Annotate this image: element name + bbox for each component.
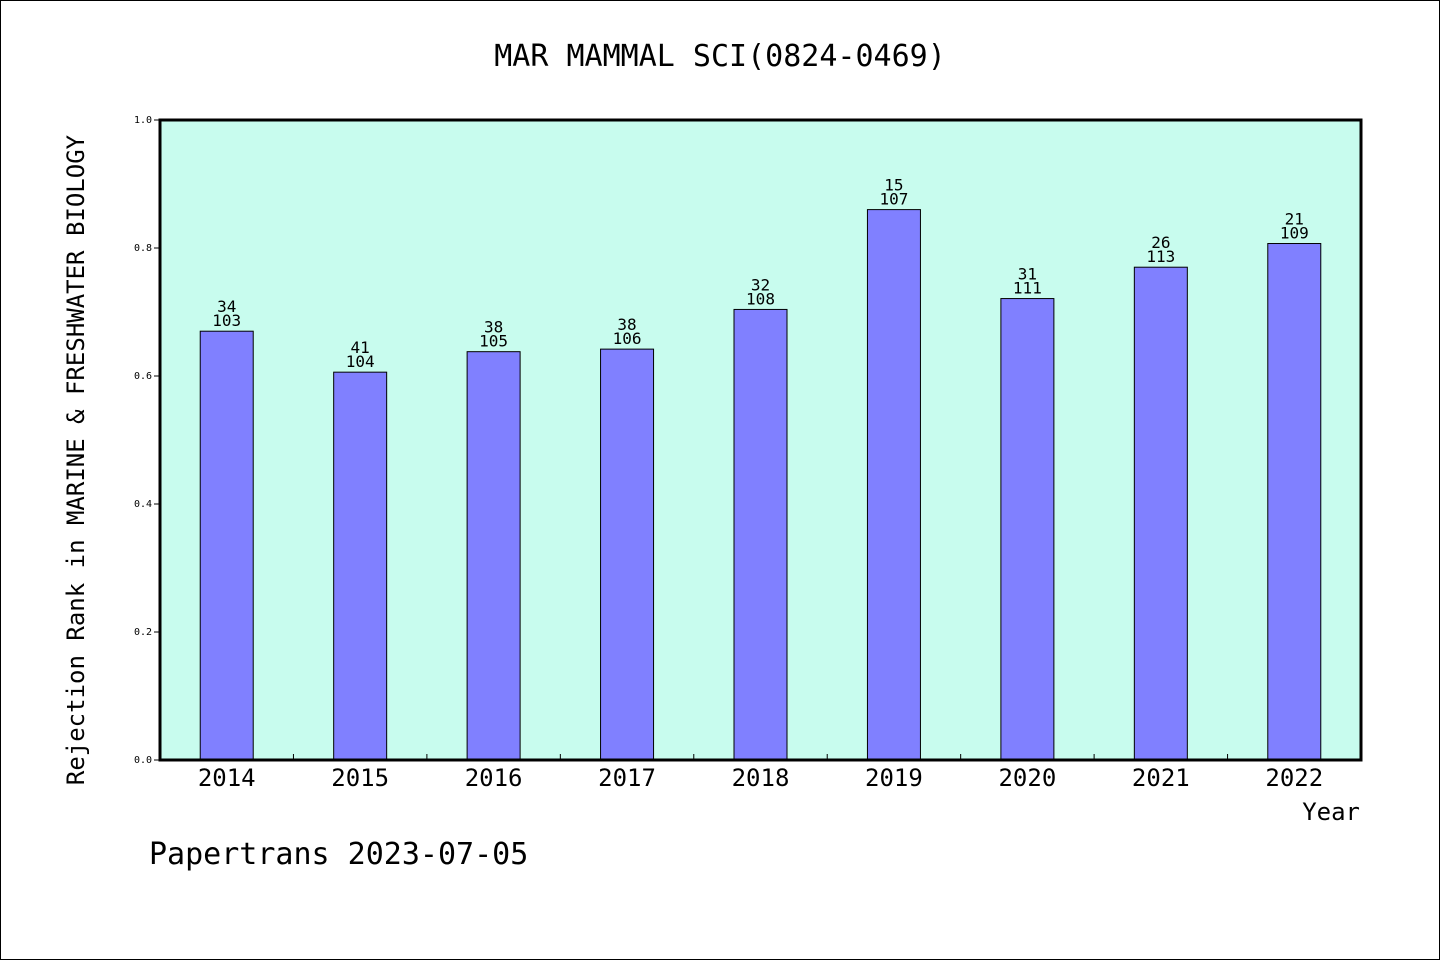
bar — [866, 209, 921, 761]
bar-rank-label: 32 — [751, 275, 770, 294]
y-tick-label: 0.0 — [134, 755, 152, 766]
x-tick-label: 2019 — [865, 764, 923, 792]
bar-rank-label: 15 — [884, 176, 903, 195]
bar-rank-label: 41 — [351, 338, 370, 357]
y-tick-label: 0.8 — [134, 243, 152, 254]
y-tick-label: 0.6 — [134, 371, 152, 382]
x-tick-label: 2014 — [198, 764, 256, 792]
x-tick-label: 2020 — [998, 764, 1056, 792]
bar-rank-label: 21 — [1285, 210, 1304, 229]
bar — [1133, 266, 1188, 761]
y-tick-label: 1.0 — [134, 115, 152, 126]
y-axis-label: Rejection Rank in MARINE & FRESHWATER BI… — [62, 134, 90, 785]
bar-total-label: 111 — [1013, 279, 1042, 298]
bar-rank-label: 38 — [484, 318, 503, 337]
x-tick-label: 2015 — [331, 764, 389, 792]
bar-total-label: 113 — [1146, 247, 1175, 266]
x-tick-label: 2022 — [1265, 764, 1323, 792]
bar — [1267, 243, 1322, 761]
bar-rank-label: 31 — [1018, 265, 1037, 284]
bar — [466, 351, 521, 761]
bar-total-label: 107 — [879, 190, 908, 209]
x-tick-label: 2018 — [732, 764, 790, 792]
bar-rank-label: 38 — [617, 315, 636, 334]
bar — [600, 348, 655, 761]
footer-watermark: Papertrans 2023-07-05 — [149, 837, 528, 872]
bar-rank-label: 34 — [217, 297, 236, 316]
bar — [199, 330, 254, 761]
bar-total-label: 108 — [746, 289, 775, 308]
y-tick-label: 0.2 — [134, 627, 152, 638]
x-tick-label: 2017 — [598, 764, 656, 792]
bar-total-label: 103 — [212, 311, 241, 330]
bar-total-label: 109 — [1280, 224, 1309, 243]
bar-rank-label: 26 — [1151, 233, 1170, 252]
plot-border — [158, 118, 1363, 762]
bar-total-label: 104 — [346, 352, 375, 371]
bar-total-label: 106 — [613, 329, 642, 348]
chart-title: MAR MAMMAL SCI(0824-0469) — [494, 39, 946, 74]
plot-area: 0.00.20.40.60.81.03410320144110420153810… — [134, 115, 1363, 792]
bar — [1000, 298, 1055, 761]
y-tick-label: 0.4 — [134, 499, 152, 510]
x-axis-label: Year — [1302, 798, 1360, 826]
bar-total-label: 105 — [479, 332, 508, 351]
bar — [333, 371, 388, 761]
bar — [733, 308, 788, 761]
x-tick-label: 2016 — [465, 764, 523, 792]
x-tick-label: 2021 — [1132, 764, 1190, 792]
